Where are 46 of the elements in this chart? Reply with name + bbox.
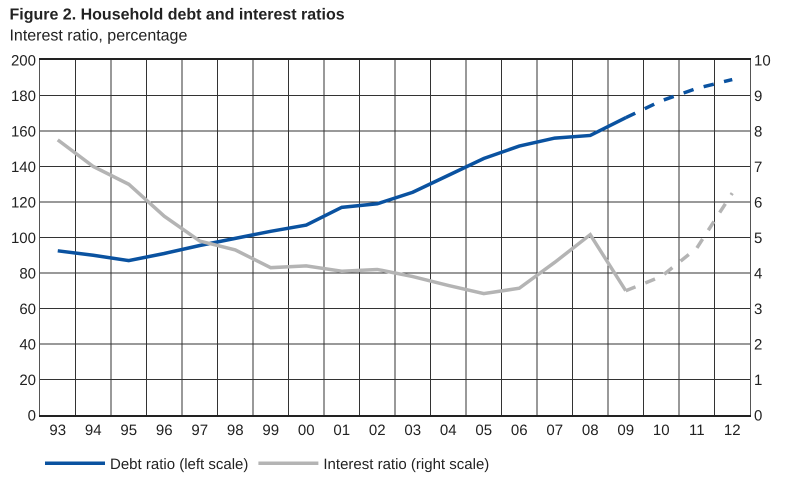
y-tick-label: 180: [10, 88, 36, 105]
y-tick-label: 40: [19, 336, 36, 354]
y-tick-label: 100: [10, 230, 36, 247]
y-tick-label: 200: [10, 52, 36, 70]
legend-label: Interest ratio (right scale): [323, 456, 490, 474]
y2-tick-label: 7: [754, 158, 762, 176]
x-tick-label: 09: [617, 422, 634, 439]
x-tick-label: 08: [582, 422, 599, 439]
x-tick-label: 05: [475, 422, 492, 439]
x-tick-label: 97: [191, 422, 208, 439]
x-tick-label: 02: [368, 422, 386, 439]
y-tick-label: 160: [10, 123, 36, 140]
y-tick-label: 140: [10, 158, 36, 176]
y2-tick-label: 0: [754, 407, 762, 424]
x-tick-label: 12: [724, 422, 741, 439]
y2-tick-label: 6: [754, 194, 762, 212]
y-tick-label: 60: [19, 300, 36, 318]
y2-tick-label: 1: [754, 372, 762, 389]
x-tick-label: 06: [510, 422, 528, 439]
y2-tick-label: 2: [754, 336, 762, 354]
y2-tick-label: 5: [754, 230, 762, 247]
y2-tick-label: 3: [754, 300, 762, 318]
x-tick-label: 98: [226, 422, 244, 439]
legend-label: Debt ratio (left scale): [110, 456, 248, 474]
x-tick-label: 04: [440, 422, 457, 439]
y2-tick-label: 4: [754, 265, 762, 282]
y-tick-label: 20: [19, 372, 36, 389]
x-tick-label: 95: [120, 422, 138, 439]
x-tick-label: 96: [156, 422, 173, 439]
y2-tick-label: 10: [754, 52, 771, 70]
x-tick-label: 94: [84, 422, 102, 439]
x-tick-label: 03: [404, 422, 422, 439]
y2-tick-label: 8: [754, 123, 762, 140]
y-tick-label: 120: [10, 194, 36, 212]
chart-title: Figure 2. Household debt and interest ratios: [9, 6, 345, 24]
chart-subtitle: Interest ratio, percentage: [9, 27, 188, 44]
x-tick-label: 00: [298, 422, 315, 439]
x-tick-label: 11: [688, 422, 705, 439]
x-tick-label: 07: [546, 422, 564, 439]
x-tick-label: 93: [49, 422, 66, 439]
x-tick-label: 99: [262, 422, 280, 439]
y-tick-label: 80: [19, 265, 36, 282]
x-tick-label: 10: [652, 422, 670, 439]
x-tick-label: 01: [333, 422, 350, 439]
y-tick-label: 0: [28, 407, 36, 424]
y2-tick-label: 9: [754, 88, 762, 105]
